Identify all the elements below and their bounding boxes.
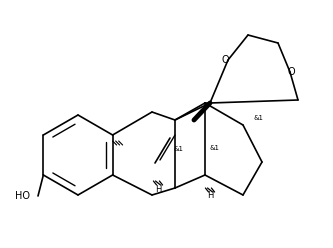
Text: H: H [155, 185, 161, 193]
Text: &1: &1 [253, 115, 263, 121]
Text: O: O [221, 55, 229, 65]
Text: O: O [287, 67, 295, 77]
Text: H: H [207, 191, 213, 200]
Text: HO: HO [15, 191, 30, 201]
Text: &1: &1 [210, 145, 220, 151]
Text: &1: &1 [173, 146, 183, 152]
